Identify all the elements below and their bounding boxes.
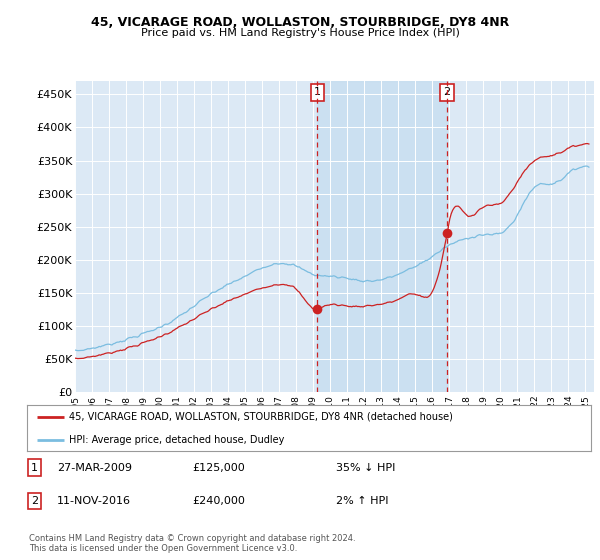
Text: £125,000: £125,000 bbox=[192, 463, 245, 473]
Text: 1: 1 bbox=[314, 87, 320, 97]
Text: £240,000: £240,000 bbox=[192, 496, 245, 506]
Text: HPI: Average price, detached house, Dudley: HPI: Average price, detached house, Dudl… bbox=[70, 435, 284, 445]
Text: 2: 2 bbox=[443, 87, 451, 97]
Text: 27-MAR-2009: 27-MAR-2009 bbox=[57, 463, 132, 473]
Text: 2: 2 bbox=[31, 496, 38, 506]
Text: 45, VICARAGE ROAD, WOLLASTON, STOURBRIDGE, DY8 4NR: 45, VICARAGE ROAD, WOLLASTON, STOURBRIDG… bbox=[91, 16, 509, 29]
Text: 11-NOV-2016: 11-NOV-2016 bbox=[57, 496, 131, 506]
Text: Price paid vs. HM Land Registry's House Price Index (HPI): Price paid vs. HM Land Registry's House … bbox=[140, 28, 460, 38]
Text: 1: 1 bbox=[31, 463, 38, 473]
Text: 35% ↓ HPI: 35% ↓ HPI bbox=[336, 463, 395, 473]
Text: Contains HM Land Registry data © Crown copyright and database right 2024.
This d: Contains HM Land Registry data © Crown c… bbox=[29, 534, 355, 553]
Text: 45, VICARAGE ROAD, WOLLASTON, STOURBRIDGE, DY8 4NR (detached house): 45, VICARAGE ROAD, WOLLASTON, STOURBRIDG… bbox=[70, 412, 453, 422]
Bar bbox=[317, 81, 447, 392]
Text: 2% ↑ HPI: 2% ↑ HPI bbox=[336, 496, 389, 506]
